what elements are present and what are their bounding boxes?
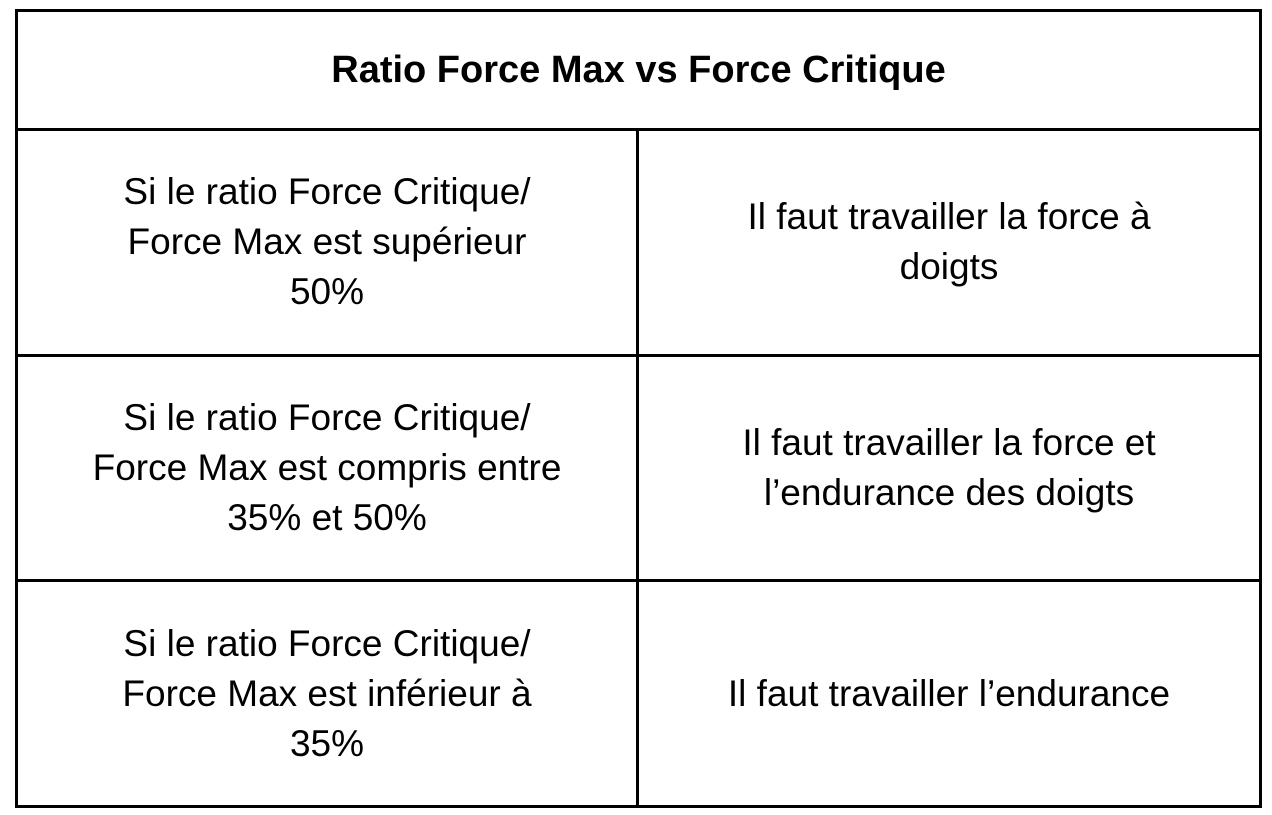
action-text: Il faut travailler la force et l’enduran… [742, 421, 1156, 513]
condition-text: Si le ratio Force Critique/ Force Max es… [92, 396, 562, 538]
action-text: Il faut travailler l’endurance [727, 672, 1171, 714]
table-row: Si le ratio Force Critique/ Force Max es… [15, 353, 1262, 583]
action-text: Il faut travailler la force à doigts [747, 196, 1151, 288]
ratio-table: Ratio Force Max vs Force Critique Si le … [15, 9, 1262, 808]
action-cell: Il faut travailler l’endurance [636, 579, 1262, 808]
table-title: Ratio Force Max vs Force Critique [15, 9, 1262, 131]
condition-cell: Si le ratio Force Critique/ Force Max es… [15, 128, 639, 357]
action-cell: Il faut travailler la force et l’enduran… [636, 353, 1262, 583]
condition-cell: Si le ratio Force Critique/ Force Max es… [15, 579, 639, 808]
condition-cell: Si le ratio Force Critique/ Force Max es… [15, 353, 639, 583]
condition-text: Si le ratio Force Critique/ Force Max es… [122, 622, 532, 764]
condition-text: Si le ratio Force Critique/ Force Max es… [123, 171, 531, 313]
action-cell: Il faut travailler la force à doigts [636, 128, 1262, 357]
table-row: Si le ratio Force Critique/ Force Max es… [15, 128, 1262, 357]
table-row: Si le ratio Force Critique/ Force Max es… [15, 579, 1262, 808]
title-row: Ratio Force Max vs Force Critique [15, 9, 1262, 131]
